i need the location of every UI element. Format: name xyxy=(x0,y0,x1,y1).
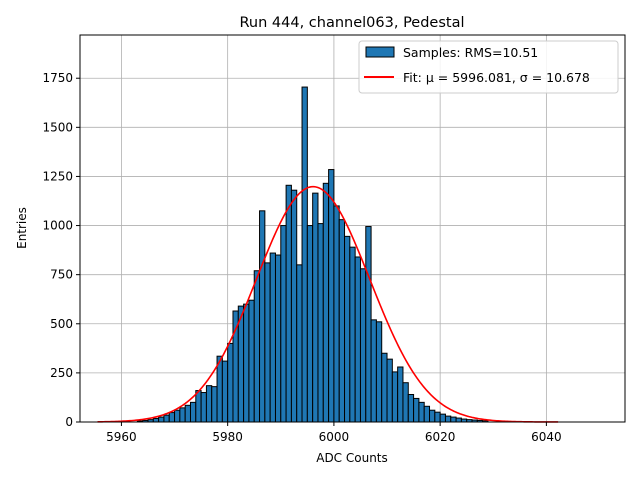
legend-frame xyxy=(358,40,619,94)
y-tick-label: 0 xyxy=(65,415,73,429)
histogram-bar xyxy=(296,264,303,423)
histogram-bar xyxy=(365,226,372,423)
fit-curve xyxy=(97,185,559,423)
fit-curve-layer xyxy=(97,185,559,423)
histogram-bar xyxy=(290,189,298,423)
histogram-bar xyxy=(407,393,415,423)
histogram-bar xyxy=(189,401,197,423)
histogram-bar xyxy=(200,392,207,423)
histogram-bar xyxy=(205,385,213,423)
x-tick-label: 6020 xyxy=(425,430,456,444)
y-axis-ticks: 0 250 500 750 1000 1250 1500 1750 xyxy=(42,71,80,429)
x-tick-label: 5980 xyxy=(212,430,243,444)
histogram-bar xyxy=(444,415,452,423)
x-tick-label: 6040 xyxy=(531,430,562,444)
histogram-bar xyxy=(301,86,308,423)
legend: Samples: RMS=10.51 Fit: μ = 5996.081, σ … xyxy=(358,40,619,94)
y-tick-label: 500 xyxy=(50,317,73,331)
histogram-bar xyxy=(423,405,431,423)
histogram-bar xyxy=(386,358,393,423)
histogram-bar xyxy=(163,414,170,423)
histogram-bar xyxy=(269,252,276,423)
histogram-bar xyxy=(418,401,425,423)
y-tick-label: 250 xyxy=(50,366,73,380)
histogram-bar xyxy=(322,182,330,423)
x-axis-ticks: 5960 5980 6000 6020 6040 xyxy=(106,422,562,444)
histogram-bar xyxy=(450,416,457,423)
legend-label-samples: Samples: RMS=10.51 xyxy=(403,45,538,60)
y-tick-label: 750 xyxy=(50,268,73,282)
histogram-bar xyxy=(264,262,271,423)
x-tick-label: 6000 xyxy=(319,430,350,444)
histogram-bar xyxy=(306,225,314,423)
histogram-bar xyxy=(168,412,176,423)
histogram-bar xyxy=(434,411,441,423)
histogram-bar xyxy=(391,371,399,423)
histogram-bar xyxy=(274,254,282,423)
histogram-bars xyxy=(136,86,489,423)
histogram-bar xyxy=(370,319,377,423)
histogram-bar xyxy=(397,366,404,423)
y-tick-label: 1750 xyxy=(42,71,73,85)
histogram-bar xyxy=(248,299,255,423)
y-tick-label: 1000 xyxy=(42,219,73,233)
y-tick-label: 1250 xyxy=(42,169,73,183)
histogram-bar xyxy=(402,382,409,423)
y-tick-label: 1500 xyxy=(42,120,73,134)
histogram-bar xyxy=(381,352,388,423)
histogram-bar xyxy=(253,270,261,423)
histogram-bar xyxy=(344,235,351,423)
histogram-bar xyxy=(280,225,287,423)
histogram-bar xyxy=(328,169,335,423)
histogram-bar xyxy=(152,417,160,423)
histogram-bar xyxy=(317,223,324,423)
histogram-bar xyxy=(439,413,446,423)
histogram-bar xyxy=(413,397,420,423)
histogram-bar xyxy=(195,390,202,423)
histogram-bar xyxy=(285,184,292,423)
histogram-bar xyxy=(354,256,361,423)
histogram-bar xyxy=(179,407,186,423)
histogram-bar xyxy=(221,360,229,423)
legend-label-fit: Fit: μ = 5996.081, σ = 10.678 xyxy=(403,70,590,85)
x-tick-label: 5960 xyxy=(106,430,137,444)
histogram-bar xyxy=(158,416,165,423)
histogram-bar xyxy=(312,192,319,423)
histogram-bar xyxy=(338,219,346,423)
histogram-bar xyxy=(211,386,218,423)
histogram-bar xyxy=(174,409,181,423)
legend-swatch-samples xyxy=(365,46,395,58)
histogram-bar xyxy=(333,205,340,423)
histogram-bar xyxy=(429,409,436,423)
histogram-bar xyxy=(455,417,462,423)
histogram-bar xyxy=(259,210,266,423)
x-axis-label: ADC Counts xyxy=(316,451,388,465)
y-axis-label: Entries xyxy=(15,207,29,249)
chart-title: Run 444, channel063, Pedestal xyxy=(239,15,464,31)
histogram-bar xyxy=(243,303,250,423)
histogram-bar xyxy=(227,342,234,423)
histogram-bar xyxy=(359,268,367,423)
histogram-bar xyxy=(349,246,356,423)
histogram-bar xyxy=(375,321,383,423)
plot-frame xyxy=(79,34,626,423)
histogram-bar xyxy=(184,404,191,423)
